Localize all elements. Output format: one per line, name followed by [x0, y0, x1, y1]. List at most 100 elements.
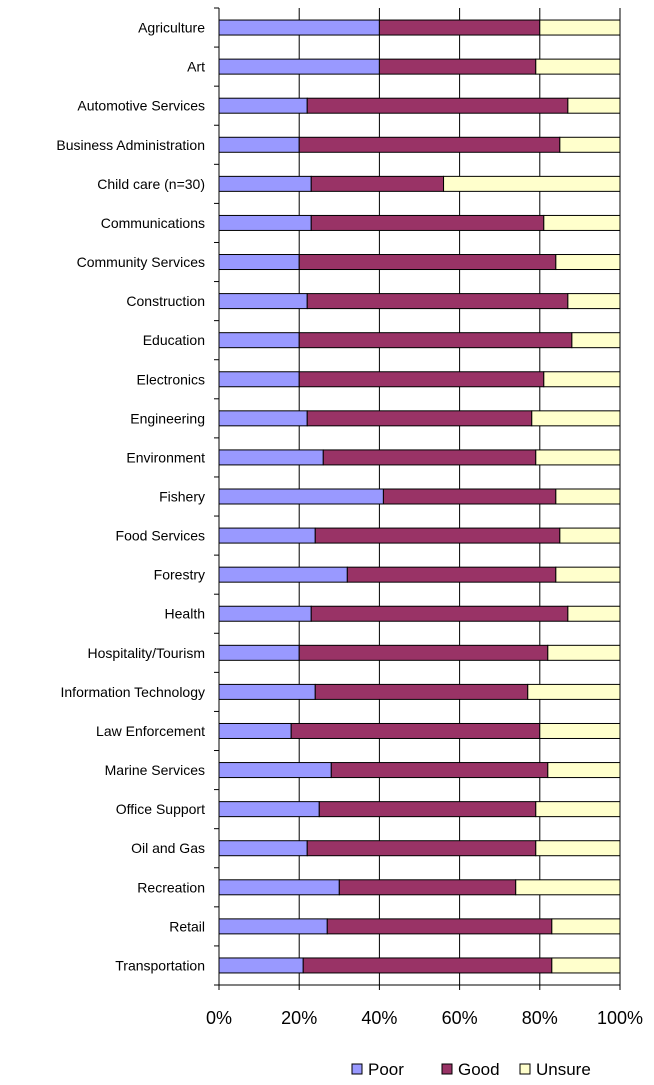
- legend-swatch-good: [441, 1063, 453, 1075]
- legend-label-poor: Poor: [368, 1060, 404, 1079]
- bar-unsure-oil-and-gas: [535, 840, 621, 857]
- bar-good-oil-and-gas: [306, 840, 537, 857]
- x-tick-label: 40%: [361, 1008, 397, 1028]
- bar-unsure-transportation: [551, 957, 621, 974]
- category-label: Oil and Gas: [131, 840, 205, 856]
- bar-unsure-information-technology: [527, 683, 621, 700]
- category-label: Business Administration: [56, 137, 205, 153]
- bar-good-environment: [322, 449, 537, 466]
- bars: [218, 19, 621, 974]
- legend: Poor Good Unsure: [351, 1060, 591, 1079]
- bar-poor-construction: [218, 293, 308, 310]
- bar-unsure-hospitality-tourism: [547, 644, 621, 661]
- bar-poor-automotive-services: [218, 97, 308, 114]
- bar-unsure-fishery: [555, 488, 621, 505]
- bar-poor-law-enforcement: [218, 722, 292, 739]
- legend-label-unsure: Unsure: [536, 1060, 591, 1079]
- bar-poor-fishery: [218, 488, 384, 505]
- bar-good-forestry: [346, 566, 557, 583]
- bar-good-agriculture: [378, 19, 541, 36]
- category-label: Art: [187, 59, 205, 75]
- bar-poor-engineering: [218, 410, 308, 427]
- bar-unsure-environment: [535, 449, 621, 466]
- bar-poor-education: [218, 332, 300, 349]
- category-labels: Agriculture Art Automotive Services Busines…: [56, 20, 205, 974]
- bar-unsure-retail: [551, 918, 621, 935]
- bar-poor-oil-and-gas: [218, 840, 308, 857]
- bar-poor-information-technology: [218, 683, 316, 700]
- bar-unsure-electronics: [543, 371, 621, 388]
- bar-unsure-art: [535, 58, 621, 75]
- category-label: Food Services: [116, 528, 205, 544]
- category-label: Environment: [126, 449, 205, 465]
- bar-unsure-business-administration: [559, 136, 621, 153]
- bar-unsure-law-enforcement: [539, 722, 621, 739]
- legend-swatch-unsure: [519, 1063, 531, 1075]
- bar-unsure-engineering: [531, 410, 621, 427]
- bar-poor-community-services: [218, 254, 300, 271]
- x-tick-label: 0%: [206, 1008, 232, 1028]
- category-label: Fishery: [159, 489, 205, 505]
- category-label: Child care (n=30): [97, 176, 205, 192]
- bar-poor-retail: [218, 918, 328, 935]
- bar-good-automotive-services: [306, 97, 569, 114]
- x-tick-label: 100%: [597, 1008, 643, 1028]
- bar-good-child-care-n-30: [310, 175, 445, 192]
- bar-poor-art: [218, 58, 380, 75]
- category-label: Construction: [126, 293, 205, 309]
- category-label: Hospitality/Tourism: [88, 645, 205, 661]
- bar-good-community-services: [298, 254, 557, 271]
- x-tick-label: 60%: [442, 1008, 478, 1028]
- category-label: Education: [143, 332, 205, 348]
- bar-poor-communications: [218, 214, 312, 231]
- bar-unsure-agriculture: [539, 19, 621, 36]
- bar-unsure-office-support: [535, 801, 621, 818]
- bar-unsure-automotive-services: [567, 97, 621, 114]
- bar-good-office-support: [318, 801, 537, 818]
- bar-unsure-construction: [567, 293, 621, 310]
- bar-good-hospitality-tourism: [298, 644, 549, 661]
- bar-poor-forestry: [218, 566, 348, 583]
- axes: [214, 7, 621, 990]
- category-label: Electronics: [137, 371, 205, 387]
- category-label: Law Enforcement: [96, 723, 205, 739]
- bar-poor-hospitality-tourism: [218, 644, 300, 661]
- bar-good-education: [298, 332, 573, 349]
- x-tick-label: 80%: [522, 1008, 558, 1028]
- category-label: Engineering: [130, 410, 205, 426]
- bar-good-engineering: [306, 410, 533, 427]
- bar-unsure-education: [571, 332, 621, 349]
- bar-good-art: [378, 58, 537, 75]
- bar-poor-recreation: [218, 879, 340, 896]
- category-label: Forestry: [154, 567, 205, 583]
- bar-poor-child-care-n-30: [218, 175, 312, 192]
- category-label: Health: [165, 606, 205, 622]
- bar-poor-agriculture: [218, 19, 380, 36]
- bar-poor-health: [218, 605, 312, 622]
- bar-good-fishery: [382, 488, 557, 505]
- bar-unsure-marine-services: [547, 762, 621, 779]
- bar-unsure-forestry: [555, 566, 621, 583]
- bar-good-retail: [326, 918, 553, 935]
- bar-poor-business-administration: [218, 136, 300, 153]
- category-label: Agriculture: [138, 20, 205, 36]
- bar-good-transportation: [302, 957, 553, 974]
- bar-good-communications: [310, 214, 545, 231]
- bar-good-food-services: [314, 527, 561, 544]
- bar-good-electronics: [298, 371, 545, 388]
- category-label: Community Services: [77, 254, 205, 270]
- bar-poor-electronics: [218, 371, 300, 388]
- bar-poor-environment: [218, 449, 324, 466]
- bar-good-recreation: [338, 879, 517, 896]
- bar-poor-office-support: [218, 801, 320, 818]
- bar-unsure-health: [567, 605, 621, 622]
- category-label: Transportation: [115, 957, 205, 973]
- bar-good-health: [310, 605, 569, 622]
- bar-good-construction: [306, 293, 569, 310]
- legend-label-good: Good: [458, 1060, 500, 1079]
- category-label: Marine Services: [105, 762, 205, 778]
- x-tick-labels: 0% 20% 40% 60% 80% 100%: [206, 1008, 643, 1028]
- bar-unsure-community-services: [555, 254, 621, 271]
- category-label: Information Technology: [61, 684, 206, 700]
